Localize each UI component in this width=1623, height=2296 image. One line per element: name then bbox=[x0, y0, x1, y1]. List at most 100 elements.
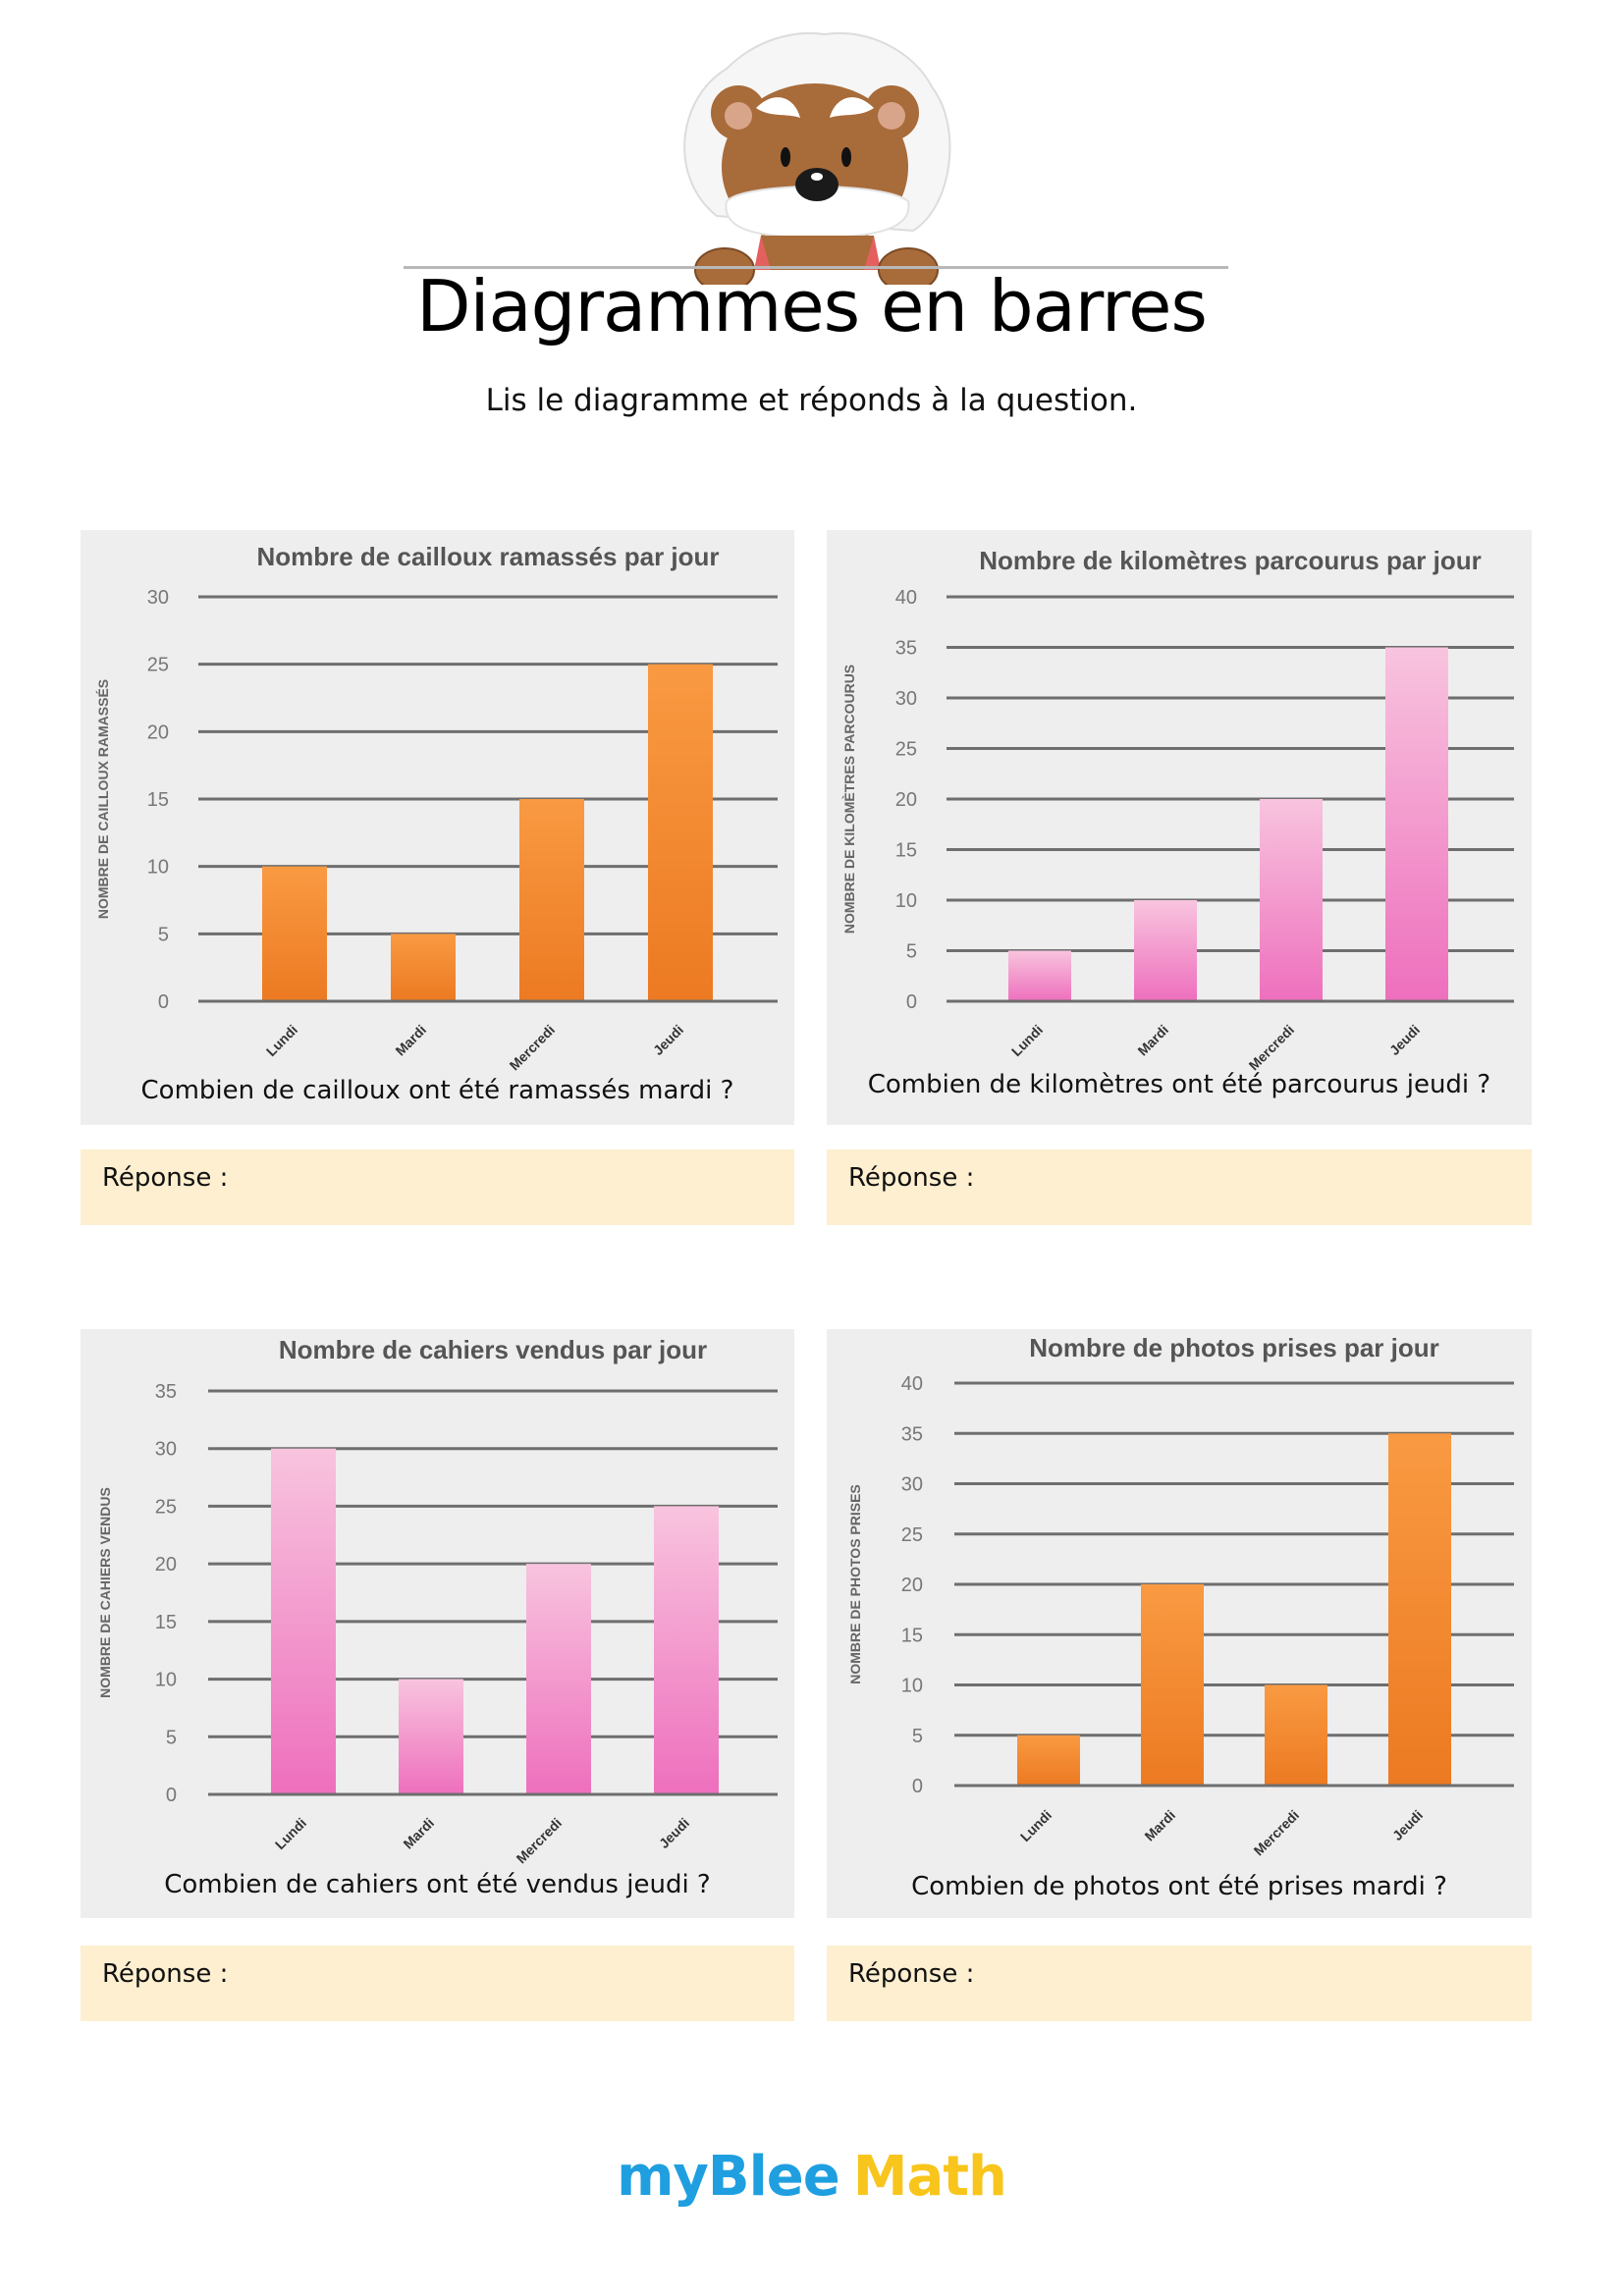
y-tick-label: 40 bbox=[901, 1373, 923, 1395]
bar-mardi bbox=[399, 1679, 463, 1794]
y-tick-label: 5 bbox=[166, 1727, 177, 1748]
y-tick-label: 5 bbox=[158, 924, 169, 945]
y-tick-label: 0 bbox=[912, 1776, 923, 1797]
x-category-label: Mercredi bbox=[1246, 1022, 1298, 1074]
x-category-label: Lundi bbox=[263, 1022, 300, 1059]
bar-mardi bbox=[1134, 900, 1197, 1001]
y-tick-label: 35 bbox=[895, 638, 917, 660]
question-text: Combien de kilomètres ont été parcourus … bbox=[867, 1070, 1491, 1099]
y-tick-label: 25 bbox=[895, 739, 917, 761]
y-axis-label: NOMBRE DE KILOMÈTRES PARCOURUS bbox=[841, 665, 857, 934]
y-tick-label: 0 bbox=[906, 991, 917, 1013]
answer-box[interactable]: Réponse : bbox=[827, 1946, 1532, 2021]
y-tick-label: 30 bbox=[901, 1474, 923, 1496]
chart-title: Nombre de kilomètres parcourus par jour bbox=[979, 546, 1481, 575]
chart-title: Nombre de cailloux ramassés par jour bbox=[256, 542, 719, 571]
x-category-label: Lundi bbox=[272, 1815, 309, 1852]
bar-jeudi bbox=[1388, 1433, 1451, 1786]
bar-chart-cailloux: Nombre de cailloux ramassés par jour NOMB… bbox=[95, 542, 778, 1074]
y-tick-label: 25 bbox=[155, 1496, 177, 1518]
x-category-label: Mardi bbox=[1134, 1022, 1171, 1059]
bear-mascot-icon bbox=[683, 31, 951, 285]
mascot-nose bbox=[795, 168, 839, 201]
bar-lundi bbox=[1008, 950, 1071, 1001]
logo-part-math: Math bbox=[852, 2145, 1007, 2209]
answer-label: Réponse : bbox=[848, 1959, 975, 1989]
bar-chart-kilometres: Nombre de kilomètres parcourus par jour N… bbox=[841, 546, 1514, 1074]
answer-label: Réponse : bbox=[848, 1163, 975, 1193]
y-tick-label: 10 bbox=[147, 857, 169, 879]
x-category-label: Mardi bbox=[400, 1815, 437, 1852]
bar-mercredi bbox=[1265, 1684, 1327, 1786]
bar-mardi bbox=[391, 934, 456, 1001]
bar-mercredi bbox=[519, 799, 584, 1001]
chart-panel-cahiers: Nombre de cahiers vendus par jour NOMBRE … bbox=[81, 1329, 794, 1918]
x-category-label: Jeudi bbox=[656, 1815, 692, 1851]
y-tick-label: 15 bbox=[895, 840, 917, 862]
answer-box[interactable]: Réponse : bbox=[81, 1946, 794, 2021]
y-tick-label: 10 bbox=[901, 1676, 923, 1697]
y-tick-label: 30 bbox=[147, 587, 169, 609]
y-tick-label: 15 bbox=[901, 1625, 923, 1646]
x-category-label: Jeudi bbox=[1386, 1022, 1423, 1058]
y-tick-label: 35 bbox=[901, 1423, 923, 1445]
x-category-label: Mardi bbox=[1141, 1807, 1178, 1844]
x-category-label: Jeudi bbox=[650, 1022, 686, 1058]
x-category-label: Lundi bbox=[1017, 1807, 1055, 1844]
y-tick-label: 25 bbox=[901, 1524, 923, 1546]
y-tick-label: 15 bbox=[147, 789, 169, 811]
y-tick-label: 0 bbox=[166, 1785, 177, 1806]
bar-lundi bbox=[271, 1448, 336, 1794]
bar-mardi bbox=[1141, 1584, 1204, 1786]
chart-panel-kilometres: Nombre de kilomètres parcourus par jour N… bbox=[827, 530, 1532, 1125]
y-tick-label: 20 bbox=[901, 1575, 923, 1596]
bar-lundi bbox=[262, 866, 327, 1001]
y-tick-label: 30 bbox=[155, 1439, 177, 1461]
answer-label: Réponse : bbox=[102, 1163, 229, 1193]
bar-mercredi bbox=[526, 1564, 591, 1794]
y-tick-label: 20 bbox=[895, 789, 917, 811]
y-tick-label: 25 bbox=[147, 655, 169, 676]
x-category-label: Mercredi bbox=[514, 1815, 566, 1867]
x-category-label: Jeudi bbox=[1389, 1807, 1426, 1843]
y-tick-label: 10 bbox=[895, 890, 917, 912]
chart-panel-cailloux: Nombre de cailloux ramassés par jour NOMB… bbox=[81, 530, 794, 1125]
x-category-label: Mercredi bbox=[507, 1022, 559, 1074]
x-category-label: Mardi bbox=[392, 1022, 429, 1059]
y-tick-label: 20 bbox=[147, 721, 169, 743]
answer-box[interactable]: Réponse : bbox=[81, 1149, 794, 1225]
x-category-label: Mercredi bbox=[1251, 1807, 1303, 1859]
header-divider bbox=[404, 266, 1228, 269]
bar-mercredi bbox=[1260, 799, 1323, 1001]
answer-box[interactable]: Réponse : bbox=[827, 1149, 1532, 1225]
bar-lundi bbox=[1017, 1735, 1080, 1786]
y-tick-label: 35 bbox=[155, 1381, 177, 1403]
y-axis-label: NOMBRE DE PHOTOS PRISES bbox=[847, 1484, 863, 1684]
bar-chart-photos: Nombre de photos prises par jour NOMBRE D… bbox=[847, 1333, 1514, 1859]
myblee-math-logo: myBlee Math bbox=[0, 2145, 1623, 2209]
y-tick-label: 15 bbox=[155, 1612, 177, 1633]
x-category-label: Lundi bbox=[1008, 1022, 1046, 1059]
logo-part-myblee: myBlee bbox=[617, 2145, 840, 2209]
answer-label: Réponse : bbox=[102, 1959, 229, 1989]
chart-title: Nombre de cahiers vendus par jour bbox=[279, 1335, 707, 1364]
y-tick-label: 10 bbox=[155, 1670, 177, 1691]
chart-title: Nombre de photos prises par jour bbox=[1029, 1333, 1439, 1362]
question-text: Combien de photos ont été prises mardi ? bbox=[911, 1872, 1447, 1901]
y-tick-label: 20 bbox=[155, 1554, 177, 1575]
bar-jeudi bbox=[648, 664, 713, 1001]
y-axis-label: NOMBRE DE CAILLOUX RAMASSÉS bbox=[95, 679, 111, 919]
y-tick-label: 30 bbox=[895, 688, 917, 710]
page-instructions: Lis le diagramme et réponds à la questio… bbox=[485, 383, 1138, 418]
bar-jeudi bbox=[654, 1506, 719, 1794]
y-tick-label: 5 bbox=[912, 1726, 923, 1747]
page-title: Diagrammes en barres bbox=[416, 265, 1208, 347]
chart-panel-photos: Nombre de photos prises par jour NOMBRE D… bbox=[827, 1329, 1532, 1918]
question-text: Combien de cahiers ont été vendus jeudi … bbox=[164, 1870, 711, 1899]
y-axis-label: NOMBRE DE CAHIERS VENDUS bbox=[97, 1487, 113, 1698]
question-text: Combien de cailloux ont été ramassés mar… bbox=[140, 1076, 734, 1105]
y-tick-label: 0 bbox=[158, 991, 169, 1013]
bar-jeudi bbox=[1385, 647, 1448, 1001]
bar-chart-cahiers: Nombre de cahiers vendus par jour NOMBRE … bbox=[97, 1335, 778, 1867]
y-tick-label: 5 bbox=[906, 941, 917, 963]
